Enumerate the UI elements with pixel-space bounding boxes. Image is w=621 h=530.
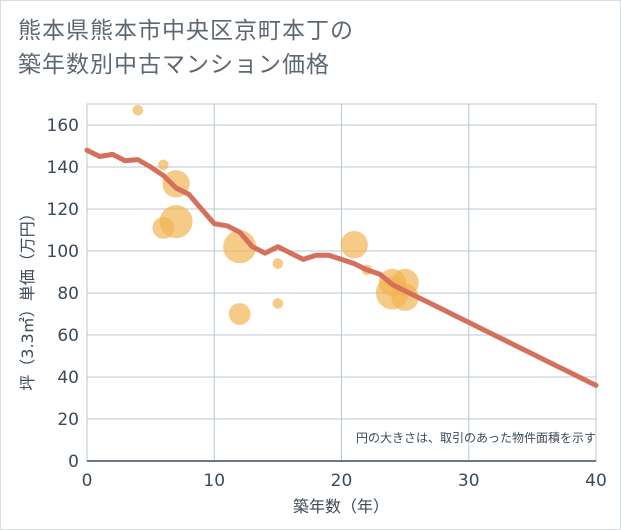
- x-tick-label: 20: [331, 471, 353, 491]
- y-tick-label: 20: [57, 410, 79, 430]
- chart-title: 熊本県熊本市中央区京町本丁の 築年数別中古マンション価格: [18, 14, 354, 82]
- x-axis-label: 築年数（年）: [293, 497, 389, 516]
- y-tick-label: 160: [47, 116, 79, 136]
- bubble-point: [158, 159, 169, 171]
- x-tick-label: 10: [203, 471, 225, 491]
- y-tick-label: 60: [57, 326, 79, 346]
- bubble-point: [228, 303, 251, 325]
- y-tick-label: 40: [57, 368, 79, 388]
- chart-title-line1: 熊本県熊本市中央区京町本丁の: [18, 18, 354, 44]
- y-tick-label: 0: [68, 452, 79, 472]
- bubble-point: [159, 205, 193, 239]
- y-tick-label: 100: [47, 242, 79, 262]
- x-tick-label: 0: [82, 471, 93, 491]
- y-tick-label: 80: [57, 284, 79, 304]
- bubble-point: [375, 276, 409, 310]
- bubble-point: [272, 298, 284, 309]
- chart-title-line2: 築年数別中古マンション価格: [18, 52, 330, 78]
- x-tick-label: 30: [458, 471, 480, 491]
- size-legend-note: 円の大きさは、取引のあった物件面積を示す: [356, 430, 596, 445]
- y-tick-label: 140: [47, 158, 79, 178]
- x-tick-labels: 0 10 20 30 40: [82, 471, 607, 491]
- bubble-point: [340, 231, 368, 259]
- y-axis-label: 坪（3.3㎡）単価（万円）: [18, 205, 37, 390]
- trend-line: [84, 147, 599, 388]
- bubble-point: [132, 105, 144, 116]
- y-tick-label: 120: [47, 200, 79, 220]
- grid-lines: [86, 103, 597, 462]
- bubble-point: [272, 258, 284, 269]
- x-tick-label: 40: [585, 471, 607, 491]
- y-tick-labels: 0 20 40 60 80 100 120 140 160: [47, 116, 79, 472]
